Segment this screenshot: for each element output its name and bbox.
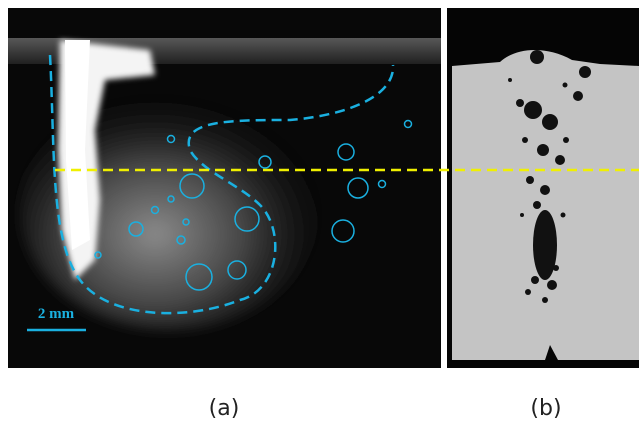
- panel-label: (a): [209, 396, 240, 421]
- panel-b: [447, 8, 639, 368]
- figure: 2 mm (a) (b): [0, 0, 639, 428]
- scale-bar-label: 2 mm: [38, 306, 75, 322]
- panel-a: 2 mm: [8, 8, 441, 368]
- panel-label: (b): [530, 396, 561, 421]
